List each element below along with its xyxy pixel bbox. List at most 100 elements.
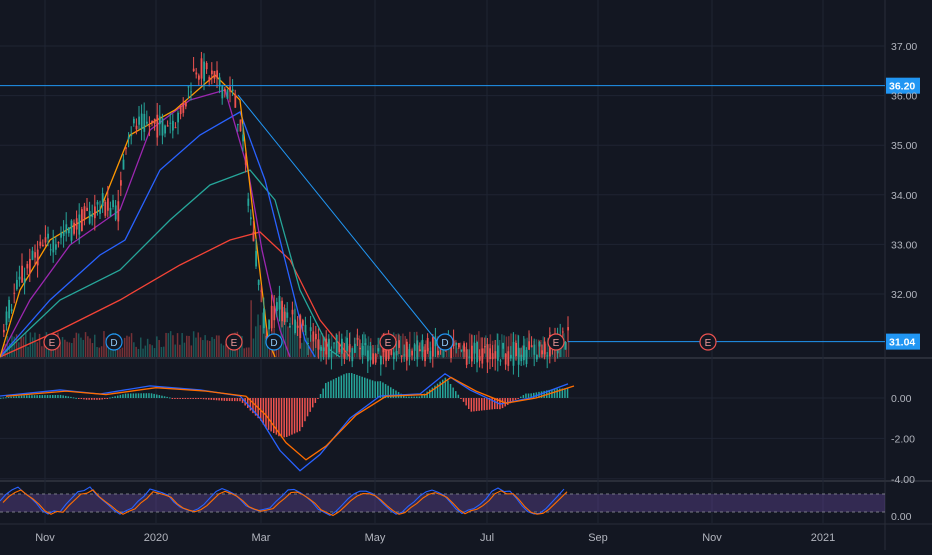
macd-histogram-bar (416, 396, 418, 398)
candle-body (325, 338, 328, 355)
macd-histogram-bar (182, 398, 184, 399)
macd-histogram-bar (353, 374, 356, 398)
candle-body (52, 239, 55, 253)
macd-histogram-bar (418, 396, 421, 398)
macd-histogram-bar (59, 394, 62, 398)
candle-body (333, 342, 335, 344)
volume-bar (174, 344, 176, 357)
macd-histogram-bar (96, 398, 98, 400)
candle-body (322, 347, 325, 352)
volume-bar (248, 347, 250, 357)
volume-bar (305, 331, 308, 357)
volume-bar (192, 331, 195, 357)
macd-histogram-bar (247, 398, 249, 409)
candle-body (21, 265, 23, 283)
volume-bar (71, 343, 73, 357)
macd-histogram-bar (20, 395, 23, 398)
volume-bar (303, 336, 305, 357)
price-tick-label: 32.00 (891, 289, 917, 301)
candle-body (312, 331, 315, 342)
volume-bar (330, 332, 333, 357)
volume-bar (319, 333, 321, 357)
event-marker-letter: D (270, 338, 277, 349)
candle-body (172, 120, 174, 131)
candle-body (424, 349, 426, 362)
candle-body (273, 306, 276, 321)
macd-histogram-bar (26, 395, 28, 398)
candle-body (3, 329, 5, 333)
candle-body (23, 278, 26, 284)
volume-bar (266, 338, 268, 357)
volume-bar (558, 345, 561, 357)
macd-histogram-bar (439, 381, 441, 398)
candle-body (330, 352, 333, 358)
macd-histogram-bar (228, 398, 231, 402)
candle-body (73, 222, 75, 234)
candle-body (86, 207, 88, 211)
macd-histogram-bar (109, 397, 111, 399)
volume-bar (183, 342, 186, 357)
macd-histogram-bar (364, 377, 366, 398)
macd-histogram-bar (517, 398, 519, 399)
macd-histogram-bar (88, 398, 90, 400)
volume-bar (89, 338, 91, 357)
macd-histogram-bar (374, 381, 376, 398)
candle-body (374, 353, 377, 363)
macd-histogram-bar (91, 398, 93, 400)
candle-body (507, 351, 510, 366)
candle-body (205, 63, 208, 70)
candle-body (416, 340, 419, 360)
volume-bar (537, 339, 540, 357)
macd-tick-label: 0.00 (891, 393, 912, 405)
candle-body (91, 214, 94, 218)
macd-histogram-bar (566, 388, 569, 398)
candle-body (320, 346, 322, 351)
candle-body (367, 350, 369, 362)
macd-histogram-bar (488, 398, 491, 410)
volume-bar (151, 345, 153, 357)
macd-histogram-bar (478, 398, 480, 411)
macd-histogram-bar (395, 390, 397, 398)
macd-tick-label: -2.00 (891, 433, 915, 445)
volume-bar (130, 333, 133, 357)
macd-histogram-bar (156, 394, 158, 398)
volume-bar (457, 347, 459, 357)
macd-histogram-bar (473, 398, 475, 412)
candle-body (315, 333, 317, 340)
horizontal-lines[interactable]: 36.20 31.04 (0, 77, 920, 350)
macd-histogram-bar (442, 379, 444, 398)
candle-body (567, 327, 569, 331)
volume-bar (140, 337, 142, 357)
macd-histogram-bar (127, 393, 129, 398)
macd-histogram-bar (301, 398, 304, 428)
macd-histogram-bar (205, 398, 207, 400)
volume-bar (517, 334, 519, 357)
volume-bar (68, 342, 71, 357)
candle-body (55, 244, 57, 250)
macd-histogram-bar (462, 398, 465, 402)
volume-bar (84, 332, 87, 357)
trend-line (237, 94, 441, 346)
volume-bar (379, 337, 381, 357)
candle-body (257, 279, 260, 285)
macd-histogram-bar (413, 396, 415, 398)
candle-body (361, 345, 364, 355)
candle-body (265, 335, 268, 340)
macd-histogram-bar (382, 382, 384, 398)
volume-bar (107, 340, 110, 357)
volume-bar (425, 340, 427, 357)
volume-bar (296, 321, 298, 357)
candle-body (372, 353, 374, 364)
macd-histogram-bar (44, 395, 46, 398)
macd-panel (0, 372, 575, 472)
macd-histogram-bar (163, 396, 166, 398)
macd-histogram-bar (426, 391, 428, 398)
macd-histogram-bar (275, 398, 278, 435)
macd-histogram-bar (166, 396, 168, 398)
macd-histogram-bar (184, 398, 187, 399)
candle-body (65, 224, 68, 234)
volume-bar (20, 336, 22, 357)
